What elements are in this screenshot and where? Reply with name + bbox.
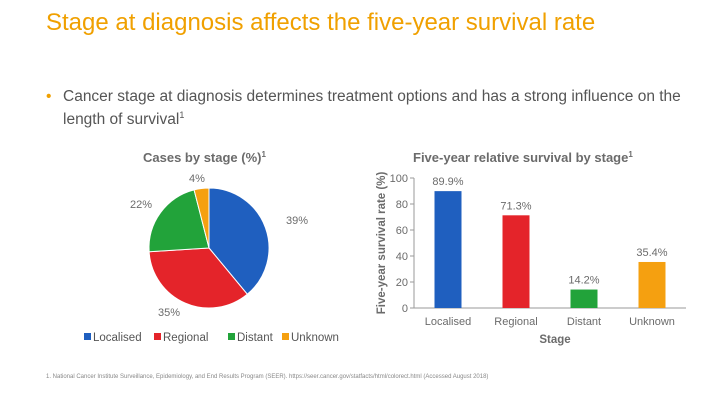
legend-label-unknown: Unknown — [291, 332, 339, 344]
legend-swatch-localised — [84, 333, 91, 340]
bar-distant — [570, 289, 598, 308]
bar-x-tick-label-localised: Localised — [425, 316, 471, 328]
legend-label-localised: Localised — [93, 332, 142, 344]
pie-slice-distant — [148, 189, 210, 253]
bar-chart: Five-year relative survival by stage1 Fi… — [376, 150, 686, 346]
pie-label-regional: 35% — [158, 307, 180, 319]
bar-y-tick-label: 0 — [402, 303, 408, 315]
bullet-dot-icon: • — [46, 88, 52, 105]
pie-slice-localised — [208, 187, 270, 295]
pie-slice-regional — [148, 247, 248, 309]
legend-swatch-unknown — [282, 333, 289, 340]
bar-chart-title-sup: 1 — [628, 150, 633, 159]
bar-x-tick-label-unknown: Unknown — [629, 316, 675, 328]
pie-slice-unknown — [193, 187, 210, 249]
bar-y-tick-label: 40 — [396, 251, 408, 263]
legend-swatch-regional — [154, 333, 161, 340]
pie-slices — [148, 187, 270, 309]
legend-swatch-distant — [228, 333, 235, 340]
bar-value-label-distant: 14.2% — [568, 275, 599, 287]
pie-label-unknown: 4% — [189, 173, 205, 185]
bar-value-label-unknown: 35.4% — [636, 247, 667, 259]
bullet-sup: 1 — [179, 110, 185, 120]
bar-value-label-localised: 89.9% — [432, 176, 463, 188]
bar-regional — [502, 215, 530, 308]
pie-label-localised: 39% — [286, 215, 308, 227]
legend-label-regional: Regional — [163, 332, 208, 344]
bar-marks: 89.9% Localised 71.3% Regional 14.2% Distant 3… — [425, 176, 675, 328]
bullet-text: Cancer stage at diagnosis determines tre… — [46, 87, 686, 129]
bar-x-axis-title: Stage — [539, 334, 570, 346]
bar-chart-title-text: Five-year relative survival by stage — [413, 150, 628, 165]
bar-value-label-regional: 71.3% — [500, 200, 531, 212]
pie-legend: Localised Regional Distant Unknown — [84, 332, 339, 344]
pie-labels: 39% 35% 22% 4% — [130, 173, 308, 319]
bullet-point: • Cancer stage at diagnosis determines t… — [46, 87, 686, 129]
bar-y-tick-label: 80 — [396, 199, 408, 211]
legend-label-distant: Distant — [237, 332, 274, 344]
slide-title: Stage at diagnosis affects the five-year… — [46, 9, 596, 36]
bar-y-axis-title: Five-year survival rate (%) — [376, 172, 388, 315]
bar-x-tick-label-regional: Regional — [494, 316, 537, 328]
bar-y-tick-label: 20 — [396, 277, 408, 289]
bullet-text-body: Cancer stage at diagnosis determines tre… — [63, 88, 681, 129]
pie-chart: Cases by stage (%)1 39% 35% 22% 4% Localise… — [84, 150, 339, 344]
bar-x-tick-label-distant: Distant — [567, 316, 601, 328]
bar-chart-title: Five-year relative survival by stage1 — [413, 150, 633, 165]
bar-y-tick-label: 100 — [390, 173, 408, 185]
bar-unknown — [638, 261, 666, 308]
bar-y-tick-label: 60 — [396, 225, 408, 237]
bar-localised — [434, 191, 462, 308]
pie-chart-title-sup: 1 — [262, 150, 267, 159]
pie-label-distant: 22% — [130, 199, 152, 211]
pie-chart-title-text: Cases by stage (%) — [143, 150, 262, 165]
pie-chart-title: Cases by stage (%)1 — [143, 150, 267, 165]
footnote: 1. National Cancer Institute Surveillanc… — [46, 374, 489, 380]
